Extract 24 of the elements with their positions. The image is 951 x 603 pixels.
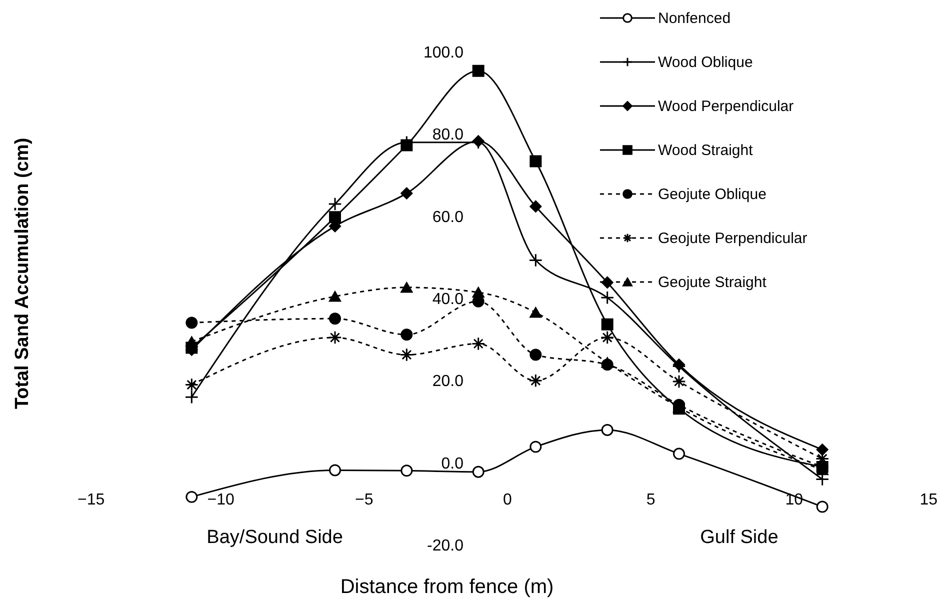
legend-label: Wood Oblique [658, 54, 753, 71]
y-tick-label: 40.0 [432, 291, 464, 308]
y-tick-label: 0.0 [441, 455, 464, 472]
y-tick-label: -20.0 [427, 538, 464, 554]
legend-label: Wood Straight [658, 142, 754, 159]
x-tick-label: 5 [646, 491, 656, 508]
x-tick-label: 15 [920, 491, 938, 508]
annotation: Bay/Sound Side [206, 527, 343, 548]
x-tick-label: −5 [355, 491, 374, 508]
legend-label: Wood Perpendicular [658, 98, 794, 115]
legend-label: Nonfenced [658, 10, 731, 27]
y-tick-label: 20.0 [432, 373, 464, 390]
x-tick-label: 0 [503, 491, 512, 508]
legend-label: Geojute Perpendicular [658, 230, 808, 247]
legend-label: Geojute Straight [658, 274, 768, 291]
y-axis-title: Total Sand Accumulation (cm) [12, 138, 33, 410]
legend-label: Geojute Oblique [658, 186, 766, 203]
x-axis-title: Distance from fence (m) [340, 576, 554, 598]
y-tick-label: 100.0 [423, 44, 464, 62]
annotation: Gulf Side [700, 527, 778, 548]
y-tick-label: 60.0 [432, 208, 464, 226]
x-tick-label: −15 [78, 491, 105, 508]
y-tick-label: 80.0 [432, 126, 464, 144]
x-tick-label: −10 [207, 491, 235, 508]
